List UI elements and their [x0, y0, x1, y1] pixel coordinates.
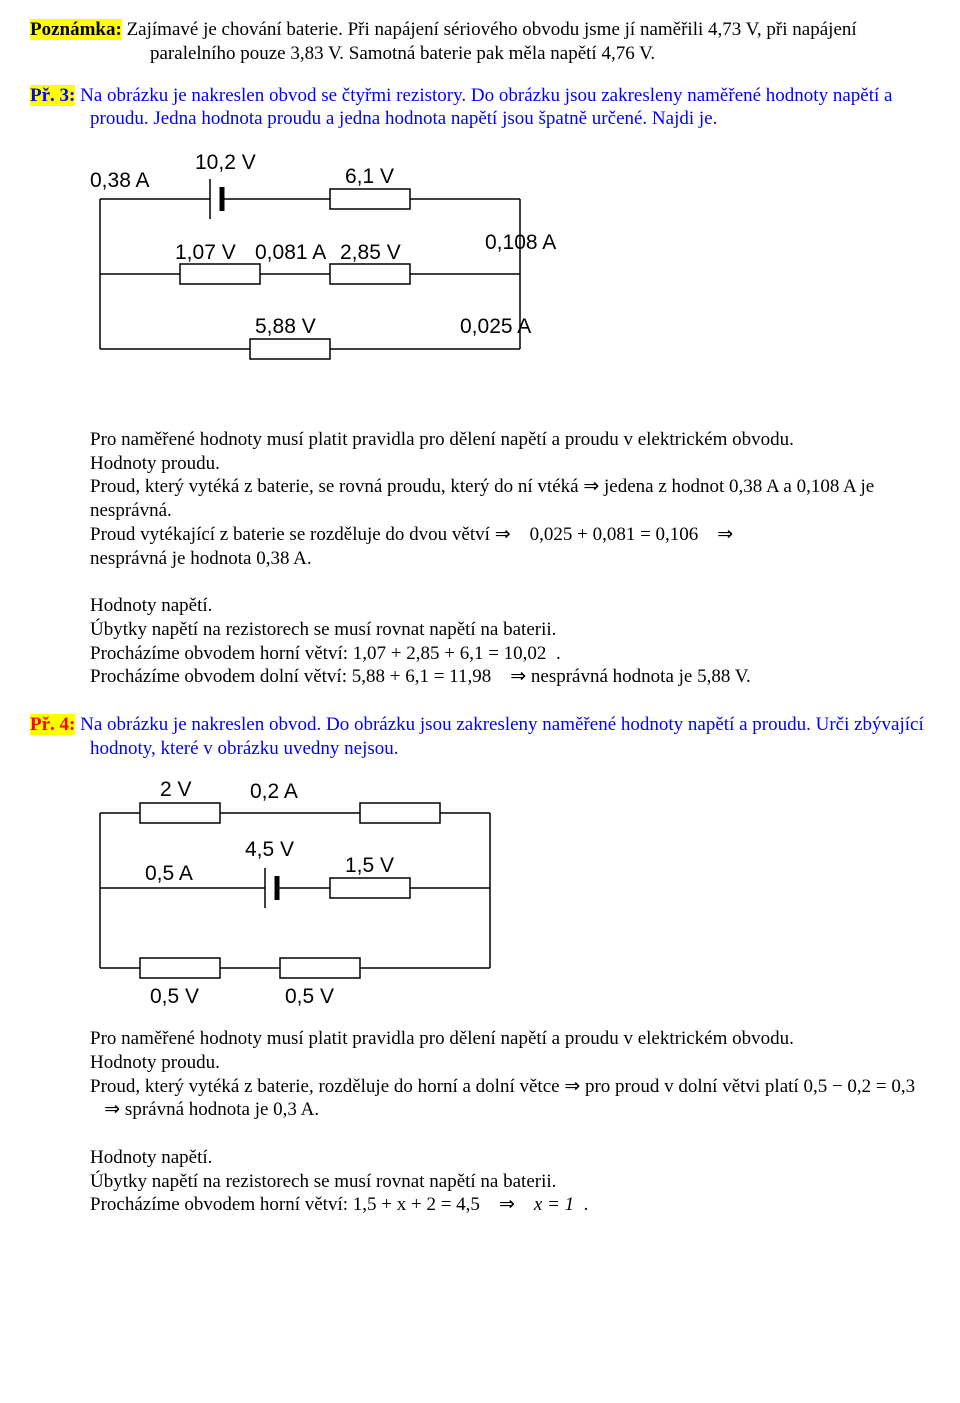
- ex4-p3: Proud, který vytéká z baterie, rozděluje…: [90, 1075, 930, 1123]
- lbl-6-1v: 6,1 V: [345, 165, 394, 188]
- note-label: Poznámka:: [30, 19, 122, 40]
- ex3-prompt-text: Na obrázku je nakreslen obvod se čtyřmi …: [75, 85, 892, 130]
- lbl-0-5v-b: 0,5 V: [285, 985, 334, 1008]
- ex3-label: Př. 3:: [30, 85, 75, 106]
- lbl-0-025a: 0,025 A: [460, 315, 531, 338]
- ex4-p5: Hodnoty napětí.: [90, 1146, 930, 1170]
- ex3-prompt: Př. 3: Na obrázku je nakreslen obvod se …: [30, 84, 930, 132]
- ex4-label: Př. 4:: [30, 714, 75, 735]
- ex4-p2: Hodnoty proudu.: [90, 1051, 930, 1075]
- ex4-p6: Úbytky napětí na rezistorech se musí rov…: [90, 1170, 930, 1194]
- lbl-0-5a: 0,5 A: [145, 862, 193, 885]
- ex4-p7: Procházíme obvodem horní větví: 1,5 + x …: [90, 1193, 930, 1217]
- ex4-prompt-text: Na obrázku je nakreslen obvod. Do obrázk…: [75, 714, 923, 759]
- lbl-0-38a: 0,38 A: [90, 169, 150, 192]
- ex4-p1: Pro naměřené hodnoty musí platit pravidl…: [90, 1027, 930, 1051]
- ex3-p6: Úbytky napětí na rezistorech se musí rov…: [90, 618, 930, 642]
- ex3-p8: Procházíme obvodem dolní větví: 5,88 + 6…: [90, 665, 930, 689]
- note-paragraph: Poznámka: Zajímavé je chování baterie. P…: [30, 18, 930, 66]
- ex3-p3: Proud, který vytéká z baterie, se rovná …: [90, 475, 930, 523]
- ex3-diagram: 10,2 V 0,38 A 6,1 V 1,07 V 0,081 A 2,85 …: [90, 149, 930, 416]
- ex3-p1: Pro naměřené hodnoty musí platit pravidl…: [90, 428, 930, 452]
- lbl-2v: 2 V: [160, 778, 192, 801]
- ex4-solution: Pro naměřené hodnoty musí platit pravidl…: [90, 1027, 930, 1217]
- lbl-5-88v: 5,88 V: [255, 315, 316, 338]
- note-text: Zajímavé je chování baterie. Při napájen…: [122, 19, 857, 64]
- ex4-prompt: Př. 4: Na obrázku je nakreslen obvod. Do…: [30, 713, 930, 761]
- lbl-0-108a: 0,108 A: [485, 231, 556, 254]
- ex4-diagram: 2 V 0,2 A 4,5 V 0,5 A 1,5 V 0,5 V 0,5 V: [90, 778, 930, 1015]
- lbl-0-2a: 0,2 A: [250, 780, 298, 803]
- lbl-0-081a: 0,081 A: [255, 241, 326, 264]
- lbl-4-5v: 4,5 V: [245, 838, 294, 861]
- ex3-p4: Proud vytékající z baterie se rozděluje …: [90, 523, 930, 571]
- lbl-0-5v-a: 0,5 V: [150, 985, 199, 1008]
- ex3-solution: Pro naměřené hodnoty musí platit pravidl…: [90, 428, 930, 689]
- lbl-1-5v: 1,5 V: [345, 854, 394, 877]
- ex3-p7: Procházíme obvodem horní větví: 1,07 + 2…: [90, 642, 930, 666]
- ex3-p2: Hodnoty proudu.: [90, 452, 930, 476]
- lbl-2-85v: 2,85 V: [340, 241, 401, 264]
- ex3-p5: Hodnoty napětí.: [90, 594, 930, 618]
- lbl-10-2v: 10,2 V: [195, 151, 256, 174]
- lbl-1-07v: 1,07 V: [175, 241, 236, 264]
